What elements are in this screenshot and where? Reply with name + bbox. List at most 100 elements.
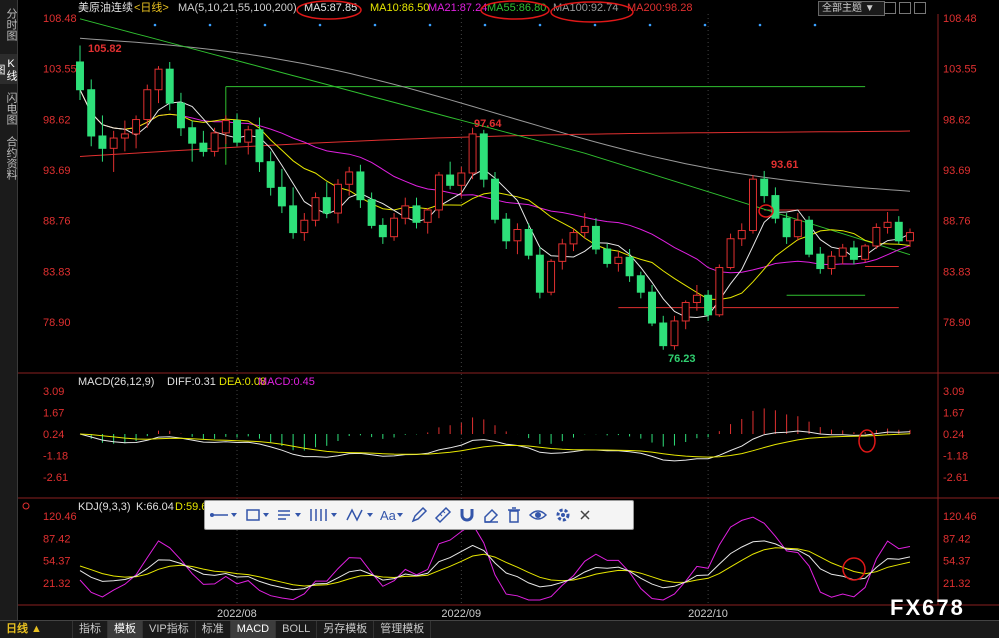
bottom-tab-3[interactable]: 标准 bbox=[196, 621, 231, 638]
candle-body bbox=[715, 267, 724, 316]
price-axis-label-left: 103.55 bbox=[43, 64, 77, 76]
candle-body bbox=[446, 174, 455, 186]
price-axis-label-left: 78.90 bbox=[43, 317, 71, 329]
magnet-icon[interactable] bbox=[458, 504, 476, 526]
ma100-line bbox=[79, 37, 911, 192]
marker-dot bbox=[538, 23, 542, 27]
price-axis-label-right: 83.83 bbox=[943, 266, 971, 278]
candle-body bbox=[356, 171, 365, 201]
candle-body bbox=[300, 219, 309, 234]
close-button[interactable] bbox=[914, 2, 926, 14]
marker-dot bbox=[428, 23, 432, 27]
candle-body bbox=[333, 183, 342, 214]
drawing-toolbar: Aa bbox=[204, 500, 634, 530]
candle-body bbox=[289, 205, 298, 234]
candle-body bbox=[726, 238, 735, 269]
kdj-axis-label-right: 21.32 bbox=[943, 578, 971, 590]
marker-dot bbox=[703, 23, 707, 27]
candle-body bbox=[737, 230, 746, 240]
eraser-icon[interactable] bbox=[482, 504, 500, 526]
sidebar-tab-2[interactable]: 闪电图 bbox=[5, 91, 17, 125]
candle-body bbox=[266, 161, 275, 188]
price-axis-label-right: 103.55 bbox=[943, 64, 977, 76]
bottom-tab-2[interactable]: VIP指标 bbox=[143, 621, 196, 638]
text-box-tool-button[interactable] bbox=[276, 504, 302, 526]
kdj-axis-label-right: 87.42 bbox=[943, 533, 971, 545]
theme-dropdown[interactable]: 全部主题 ▼ bbox=[818, 1, 885, 16]
font-tool-button[interactable]: Aa bbox=[380, 504, 404, 526]
candle-body bbox=[872, 226, 881, 247]
candle-body bbox=[120, 133, 129, 139]
trash-icon[interactable] bbox=[506, 504, 522, 526]
candle-body bbox=[861, 245, 870, 260]
bottom-tab-4[interactable]: MACD bbox=[230, 621, 277, 638]
period-button[interactable]: 日线 ▲ bbox=[0, 621, 73, 638]
candle-body bbox=[233, 120, 242, 143]
fibonacci-tool-button[interactable] bbox=[308, 504, 338, 526]
bottom-tab-7[interactable]: 管理模板 bbox=[374, 621, 432, 638]
candle-body bbox=[277, 186, 286, 207]
highlight-circle bbox=[842, 557, 866, 581]
candle-body bbox=[390, 217, 399, 238]
candle-body bbox=[423, 209, 432, 223]
gear-icon[interactable] bbox=[554, 504, 572, 526]
kdj-d-line bbox=[79, 547, 911, 587]
candle-body bbox=[748, 178, 757, 232]
kdj-axis-label-right: 54.37 bbox=[943, 556, 971, 568]
candle-body bbox=[165, 68, 174, 104]
candle-body bbox=[378, 224, 387, 238]
kdj-axis-label-left: 21.32 bbox=[43, 578, 71, 590]
marker-dot bbox=[758, 23, 762, 27]
candle-body bbox=[502, 218, 511, 242]
candle-body bbox=[535, 254, 544, 293]
candle-body bbox=[782, 217, 791, 238]
bottom-tab-0[interactable]: 指标 bbox=[73, 621, 108, 638]
candle-body bbox=[648, 291, 657, 324]
minimize-button[interactable] bbox=[884, 2, 896, 14]
candle-body bbox=[659, 322, 668, 347]
macd-axis-label-right: -1.18 bbox=[943, 450, 968, 462]
date-label: 2022/09 bbox=[441, 608, 481, 620]
candle-body bbox=[614, 256, 623, 264]
candle-body bbox=[434, 174, 443, 211]
candle-body bbox=[625, 256, 634, 277]
highlight-ellipse bbox=[550, 1, 634, 23]
ruler-icon[interactable] bbox=[434, 504, 452, 526]
candle-body bbox=[87, 89, 96, 137]
candle-body bbox=[98, 135, 107, 149]
candle-body bbox=[558, 243, 567, 262]
line-tool-button[interactable] bbox=[208, 504, 238, 526]
macd-axis-label-right: 3.09 bbox=[943, 386, 964, 398]
bottom-tab-1[interactable]: 模板 bbox=[108, 621, 143, 638]
ma-value-0: MA5:87.85 bbox=[304, 2, 357, 14]
candle-body bbox=[524, 229, 533, 256]
candle-body bbox=[591, 225, 600, 250]
marker-dot bbox=[593, 23, 597, 27]
macd-axis-label-left: -1.18 bbox=[43, 450, 68, 462]
candle-body bbox=[670, 320, 679, 347]
maximize-button[interactable] bbox=[899, 2, 911, 14]
candle-body bbox=[883, 221, 892, 228]
annotation-low: 76.23 bbox=[668, 353, 696, 365]
candle-body bbox=[76, 61, 84, 91]
candle-body bbox=[176, 102, 185, 129]
macd-value: MACD:0.45 bbox=[258, 376, 315, 388]
candle-body bbox=[457, 172, 466, 186]
chart-area[interactable]: 美原油连续 <日线> MA(5,10,21,55,100,200) MA5:87.85… bbox=[18, 0, 999, 620]
sidebar-tab-0[interactable]: 分时图 bbox=[5, 7, 17, 41]
sidebar-tab-1[interactable]: K线图 bbox=[0, 54, 17, 84]
kdj-axis-label-left: 54.37 bbox=[43, 556, 71, 568]
candle-body bbox=[636, 275, 645, 293]
candle-body bbox=[816, 253, 825, 270]
sidebar-tab-3[interactable]: 合约资料 bbox=[5, 136, 17, 180]
pattern-tool-button[interactable] bbox=[344, 504, 374, 526]
rectangle-tool-button[interactable] bbox=[244, 504, 270, 526]
candle-body bbox=[311, 197, 320, 221]
bottom-tab-5[interactable]: BOLL bbox=[276, 621, 318, 638]
bottom-tab-6[interactable]: 另存模板 bbox=[317, 621, 375, 638]
kdj-j-line bbox=[79, 516, 911, 601]
pencil-icon[interactable] bbox=[410, 504, 428, 526]
close-icon[interactable] bbox=[578, 504, 592, 526]
price-axis-label-left: 83.83 bbox=[43, 266, 71, 278]
eye-icon[interactable] bbox=[528, 504, 548, 526]
